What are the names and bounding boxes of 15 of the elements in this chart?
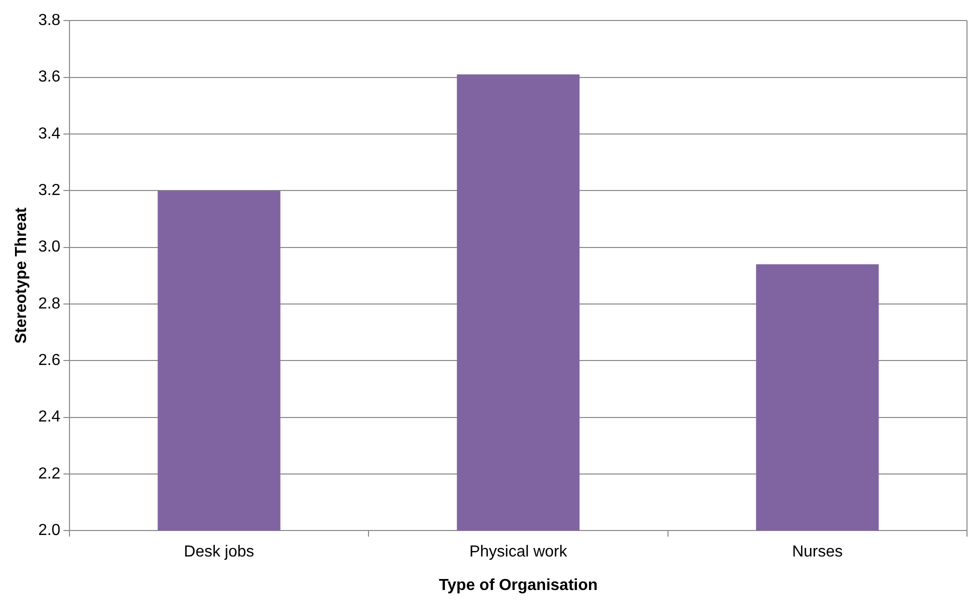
y-tick-label: 2.4 <box>38 408 61 426</box>
x-tick-label: Nurses <box>792 544 843 561</box>
y-tick-label: 2.6 <box>38 352 61 370</box>
x-tick-label: Desk jobs <box>184 544 254 561</box>
y-tick-label: 2.0 <box>38 522 61 540</box>
y-tick-label: 3.0 <box>38 238 61 256</box>
y-tick-label: 3.4 <box>38 125 61 142</box>
x-tick-label: Physical work <box>469 544 568 561</box>
y-tick-label: 3.8 <box>38 12 61 30</box>
y-tick-label: 2.2 <box>38 465 61 482</box>
x-axis-title: Type of Organisation <box>438 576 598 594</box>
y-axis-title: Stereotype Threat <box>13 206 30 344</box>
y-tick-label: 3.2 <box>38 182 61 200</box>
y-tick-label: 2.8 <box>38 295 61 312</box>
y-tick-label: 3.6 <box>38 68 61 86</box>
